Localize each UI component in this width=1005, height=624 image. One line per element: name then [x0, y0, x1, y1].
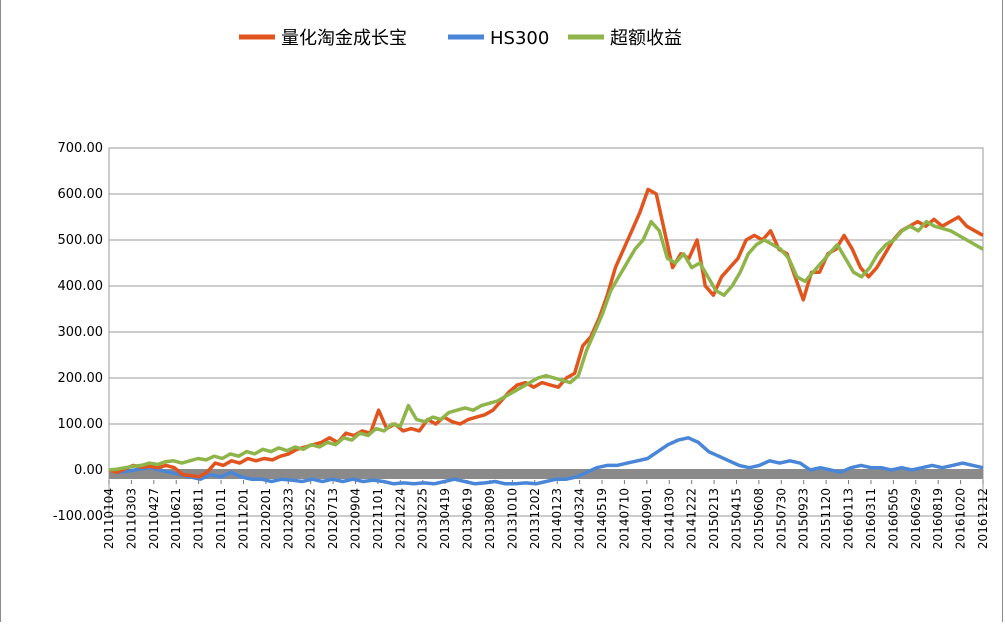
x-tick-label: 20160311: [864, 488, 878, 549]
x-tick-label: 20110811: [192, 488, 206, 549]
x-tick-label: 20150923: [797, 488, 811, 549]
x-tick-label: 20111011: [214, 488, 228, 549]
x-tick-label: 20130419: [438, 488, 452, 549]
x-tick-label: 20141030: [662, 488, 676, 549]
legend-label: HS300: [490, 28, 549, 49]
x-tick-label: 20131010: [505, 488, 519, 549]
y-tick-label: -100.00: [53, 509, 103, 524]
x-tick-label: 20141222: [685, 488, 699, 549]
x-tick-label: 20110303: [124, 488, 138, 549]
x-tick-label: 20111201: [236, 488, 250, 549]
series-line-1: [108, 436, 984, 486]
x-tick-label: 20160113: [842, 488, 856, 549]
x-tick-label: 20151120: [819, 488, 833, 549]
x-tick-label: 20130225: [416, 488, 430, 549]
x-tick-label: 20120323: [281, 488, 295, 549]
x-tick-label: 20110621: [169, 488, 183, 549]
x-tick-label: 20140324: [573, 488, 587, 549]
legend-label: 量化淘金成长宝: [281, 28, 407, 49]
x-tick-label: 20120522: [304, 488, 318, 549]
x-tick-label: 20110427: [147, 488, 161, 549]
x-tick-label: 20121101: [371, 488, 385, 549]
x-tick-label: 20150730: [774, 488, 788, 549]
x-tick-label: 20120904: [349, 488, 363, 549]
x-tick-label: 20130619: [461, 488, 475, 549]
x-tick-label: 20120713: [326, 488, 340, 549]
x-tick-label: 20161212: [976, 488, 990, 549]
x-tick-label: 20140519: [595, 488, 609, 549]
x-tick-label: 20150608: [752, 488, 766, 549]
x-tick-label: 20121224: [393, 488, 407, 549]
x-tick-label: 20160819: [931, 488, 945, 549]
y-tick-label: 200.00: [58, 371, 104, 386]
x-tick-label: 20161020: [954, 488, 968, 549]
x-tick-label: 20120201: [259, 488, 273, 549]
x-tick-label: 20140710: [617, 488, 631, 549]
y-tick-label: 400.00: [58, 279, 104, 294]
x-tick-label: 20150213: [707, 488, 721, 549]
series-line-2: [108, 219, 984, 472]
x-tick-label: 20160505: [886, 488, 900, 549]
x-tick-label: 20110104: [102, 488, 116, 549]
x-tick-label: 20130809: [483, 488, 497, 549]
x-tick-label: 20160629: [909, 488, 923, 549]
y-tick-label: 300.00: [58, 325, 104, 340]
zero-baseline: [109, 469, 983, 479]
x-tick-label: 20150415: [729, 488, 743, 549]
x-tick-label: 20140123: [550, 488, 564, 549]
series-line-0: [108, 187, 984, 479]
x-tick-label: 20131202: [528, 488, 542, 549]
y-tick-label: 600.00: [58, 187, 104, 202]
y-tick-label: 700.00: [58, 141, 104, 156]
y-tick-label: 0.00: [74, 463, 103, 478]
legend-label: 超额收益: [610, 28, 682, 49]
y-tick-label: 500.00: [58, 233, 104, 248]
y-tick-label: 100.00: [58, 417, 104, 432]
x-tick-label: 20140901: [640, 488, 654, 549]
